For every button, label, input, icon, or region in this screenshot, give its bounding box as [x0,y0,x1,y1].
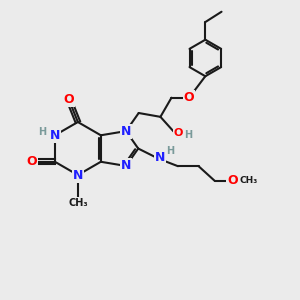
Text: H: H [166,146,174,157]
Text: O: O [64,93,74,106]
Text: O: O [173,128,183,138]
Text: O: O [184,91,194,104]
Text: O: O [227,174,238,188]
Text: N: N [155,151,166,164]
Text: CH₃: CH₃ [68,198,88,208]
Text: N: N [50,129,60,142]
Text: O: O [26,155,37,168]
Text: N: N [121,124,131,138]
Text: H: H [38,127,46,137]
Text: N: N [73,169,83,182]
Text: N: N [121,160,131,172]
Text: H: H [184,130,193,140]
Text: CH₃: CH₃ [239,176,258,185]
